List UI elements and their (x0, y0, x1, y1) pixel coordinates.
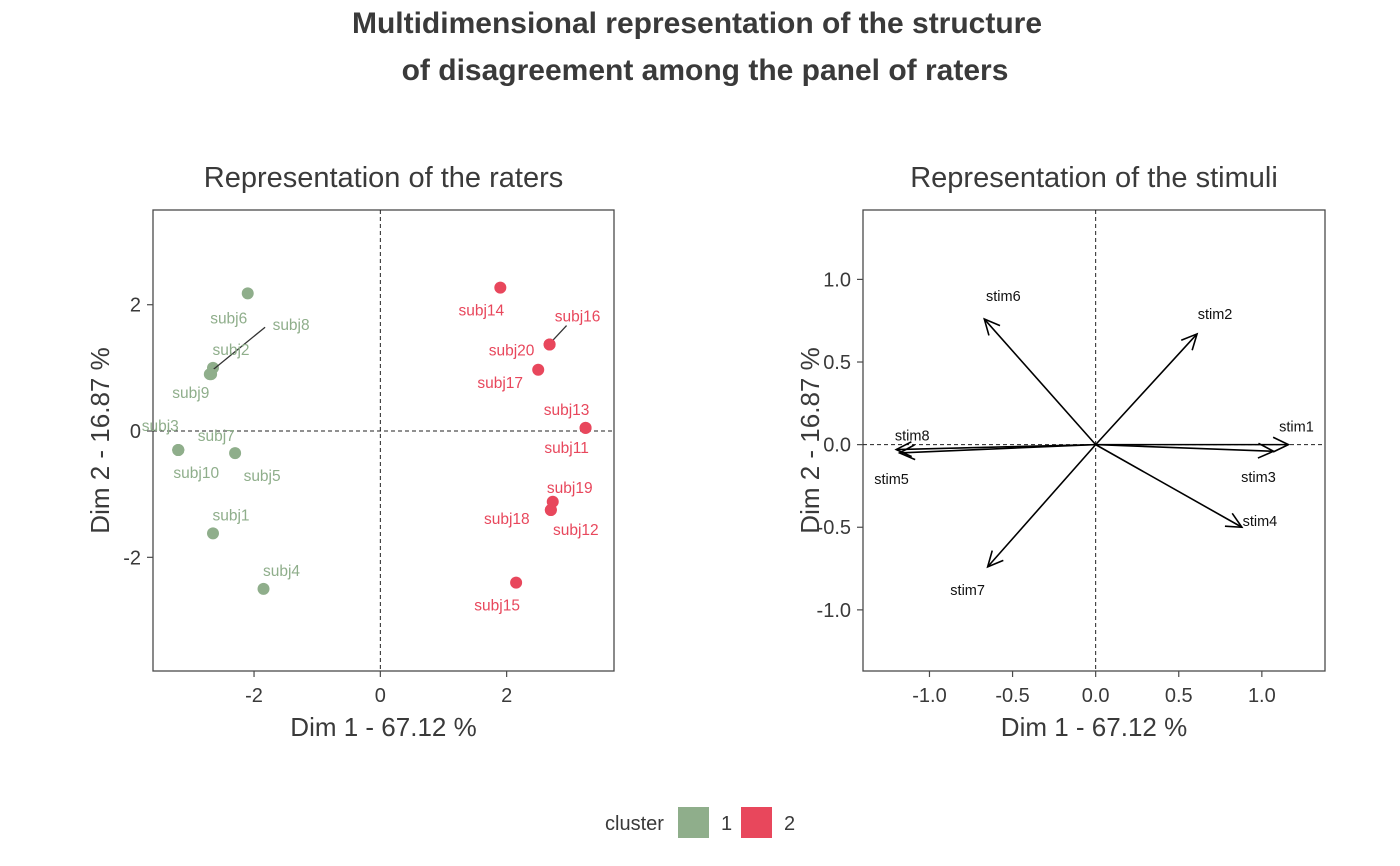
x-axis-title: Dim 1 - 67.12 % (1001, 712, 1187, 742)
x-tick-label: 0.0 (1082, 685, 1110, 707)
point-label-subj1: subj1 (212, 507, 249, 524)
point-subj5 (229, 447, 242, 460)
arrow-head-stim8 (894, 441, 913, 458)
figure-title-line2: of disagreement among the panel of rater… (402, 54, 1009, 87)
vector-label-stim1: stim1 (1279, 420, 1314, 436)
cluster-legend: cluster 1 2 (605, 807, 795, 838)
x-tick-label: -0.5 (995, 685, 1029, 707)
arrow-head-stim7 (986, 550, 1004, 569)
vector-label-stim7: stim7 (950, 583, 985, 599)
legend-label-cluster-2: 2 (784, 813, 795, 835)
arrow-shaft-stim8 (896, 443, 1096, 451)
panel-title: Representation of the stimuli (910, 162, 1278, 194)
point-label-subj15: subj15 (474, 598, 520, 615)
point-label-subj9: subj9 (172, 385, 209, 402)
point-label-subj20: subj20 (489, 343, 535, 360)
y-tick-label: -1.0 (817, 600, 851, 622)
vector-label-stim5: stim5 (874, 472, 909, 488)
point-label-subj6: subj6 (210, 310, 247, 327)
arrow-head-stim3 (1257, 442, 1276, 459)
arrow-head-stim5 (897, 444, 916, 461)
y-tick-label: 0.0 (823, 435, 851, 457)
vector-label-stim6: stim6 (986, 289, 1021, 305)
point-subj20 (543, 338, 556, 351)
x-tick-label: -2 (245, 685, 263, 707)
y-axis-title: Dim 2 - 16.87 % (85, 347, 115, 533)
raters-panel: -2 0 2 -2 0 2 Representation of the raters Dim … (85, 162, 615, 742)
y-tick-label: 0 (130, 421, 141, 443)
y-axis-title: Dim 2 - 16.87 % (795, 347, 825, 533)
x-tick-label: 0.5 (1165, 685, 1193, 707)
point-subj15 (510, 576, 523, 589)
point-label-subj16: subj16 (555, 309, 601, 326)
point-label-subj14: subj14 (458, 303, 504, 320)
point-subj1 (206, 527, 219, 540)
panel-border (152, 209, 615, 672)
point-label-subj5: subj5 (244, 468, 281, 485)
legend-key-cluster-1 (678, 807, 709, 838)
point-subj9 (203, 368, 216, 381)
label-connector-subj16 (552, 325, 568, 341)
point-subj10 (172, 443, 185, 456)
point-label-subj10: subj10 (173, 465, 219, 482)
arrow-shaft-stim6 (983, 318, 1097, 446)
y-tick-label: -2 (123, 547, 141, 569)
arrow-shaft-stim3 (1095, 443, 1274, 453)
point-label-subj4: subj4 (263, 563, 300, 580)
x-tick-label: -1.0 (912, 685, 946, 707)
point-subj14 (494, 281, 507, 294)
x-tick-label: 0 (375, 685, 386, 707)
y-tick-label: 2 (130, 295, 141, 317)
point-label-subj19: subj19 (547, 480, 593, 497)
panel-title: Representation of the raters (204, 162, 563, 194)
point-subj6 (241, 287, 254, 300)
label-connector-subj8 (210, 326, 266, 372)
x-tick-label: 2 (501, 685, 512, 707)
point-label-subj12: subj12 (553, 522, 599, 539)
point-subj17 (532, 363, 545, 376)
figure-title-line1: Multidimensional representation of the s… (352, 7, 1042, 40)
arrow-head-stim2 (1180, 332, 1199, 351)
point-label-subj13: subj13 (544, 402, 590, 419)
point-label-subj18: subj18 (484, 511, 530, 528)
arrow-shaft-stim4 (1095, 443, 1243, 528)
point-label-subj11: subj11 (544, 440, 589, 457)
arrow-shaft-stim2 (1095, 333, 1198, 446)
point-subj4 (257, 582, 270, 595)
point-subj13 (579, 421, 592, 434)
point-label-subj2: subj2 (212, 342, 249, 359)
point-label-subj3: subj3 (142, 418, 179, 435)
point-label-subj8: subj8 (273, 317, 310, 334)
point-label-subj17: subj17 (477, 375, 523, 392)
point-label-subj7: subj7 (198, 428, 235, 445)
vector-label-stim3: stim3 (1241, 470, 1276, 486)
legend-key-cluster-2 (741, 807, 772, 838)
y-tick-label: -0.5 (817, 517, 851, 539)
point-subj19 (546, 495, 559, 508)
x-axis-title: Dim 1 - 67.12 % (290, 712, 476, 742)
stimuli-panel: -1.0 -0.5 0.0 0.5 1.0 -1.0 -0.5 0.0 0.5 1.0 Repres… (795, 162, 1326, 742)
y-tick-label: 0.5 (823, 352, 851, 374)
legend-label-cluster-1: 1 (721, 813, 732, 835)
vector-label-stim2: stim2 (1198, 307, 1233, 323)
vector-label-stim4: stim4 (1243, 514, 1278, 530)
arrow-head-stim6 (983, 317, 1001, 336)
y-tick-label: 1.0 (823, 269, 851, 291)
x-tick-label: 1.0 (1248, 685, 1276, 707)
vector-label-stim8: stim8 (895, 429, 930, 445)
legend-title: cluster (605, 813, 664, 835)
arrow-shaft-stim7 (987, 444, 1097, 568)
arrow-head-stim1 (1272, 436, 1291, 453)
arrow-head-stim4 (1224, 512, 1244, 529)
panel-border (862, 209, 1326, 672)
